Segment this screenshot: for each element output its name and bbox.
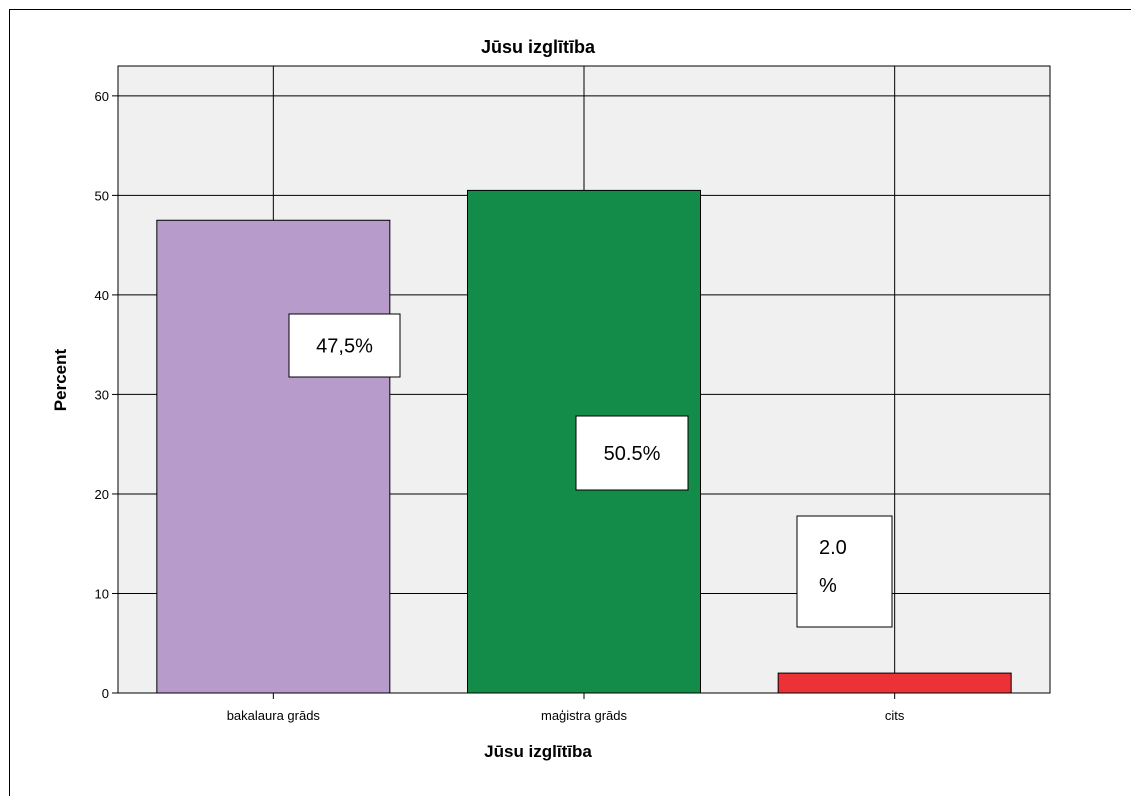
- x-axis-label: Jūsu izglītība: [484, 742, 592, 761]
- x-axis-ticks: bakalaura grāds maģistra grāds cits: [118, 692, 1050, 723]
- bar: [777, 672, 1012, 694]
- data-label-box: [288, 313, 401, 378]
- data-label-box: [796, 515, 893, 628]
- x-tick-label: maģistra grāds: [541, 708, 627, 723]
- bar: [156, 219, 391, 694]
- figure-frame: [9, 9, 1131, 796]
- frame-edge: [1078, 9, 1131, 10]
- y-tick-label: 60: [95, 89, 109, 104]
- y-axis-label: Percent: [51, 348, 70, 411]
- data-label-box: [575, 415, 689, 491]
- y-tick-label: 20: [95, 487, 109, 502]
- data-label: 50.5%: [604, 443, 661, 465]
- y-tick-label: 50: [95, 188, 109, 203]
- x-tick-label: bakalaura grāds: [227, 708, 321, 723]
- y-tick-label: 40: [95, 288, 109, 303]
- y-tick-label: 10: [95, 586, 109, 601]
- data-label: %: [819, 575, 837, 597]
- x-tick-label: cits: [885, 708, 905, 723]
- y-tick-label: 30: [95, 387, 109, 402]
- data-label-boxes: 47,5% 50.5% 2.0%: [288, 313, 893, 628]
- y-tick-label: 0: [102, 686, 109, 701]
- data-label: 47,5%: [316, 336, 373, 358]
- y-axis-ticks: 0 10 20 30 40 50 60: [95, 66, 119, 701]
- chart-title: Jūsu izglītība: [481, 37, 596, 57]
- data-label: 2.0: [819, 537, 847, 559]
